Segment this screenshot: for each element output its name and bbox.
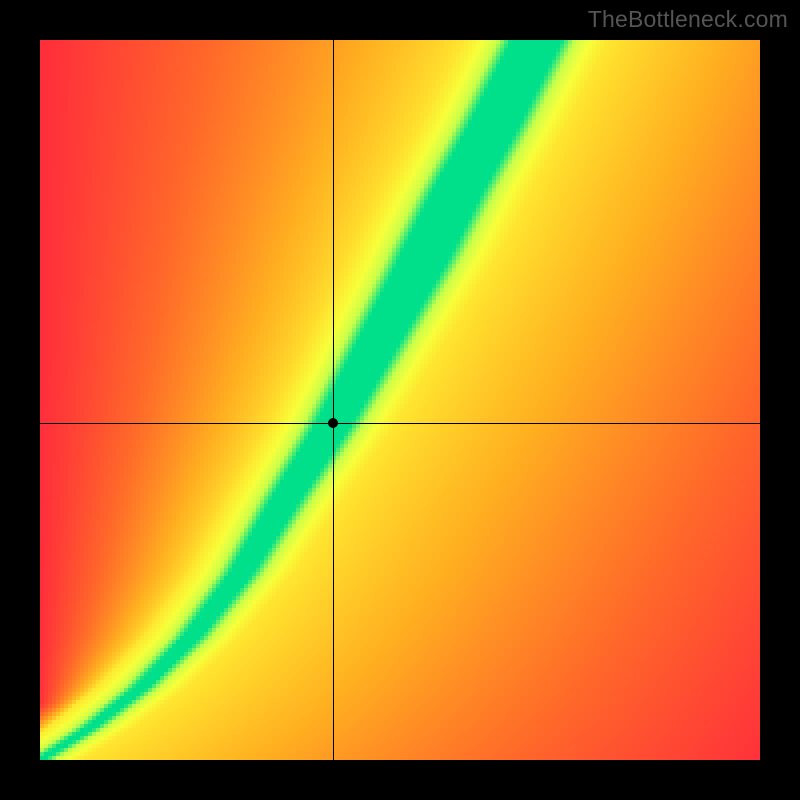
chart-frame: TheBottleneck.com: [0, 0, 800, 800]
crosshair-vertical-line: [333, 40, 334, 760]
crosshair-marker-dot: [328, 418, 338, 428]
bottleneck-heatmap: [40, 40, 760, 760]
attribution-label: TheBottleneck.com: [588, 6, 788, 33]
crosshair-horizontal-line: [40, 423, 760, 424]
